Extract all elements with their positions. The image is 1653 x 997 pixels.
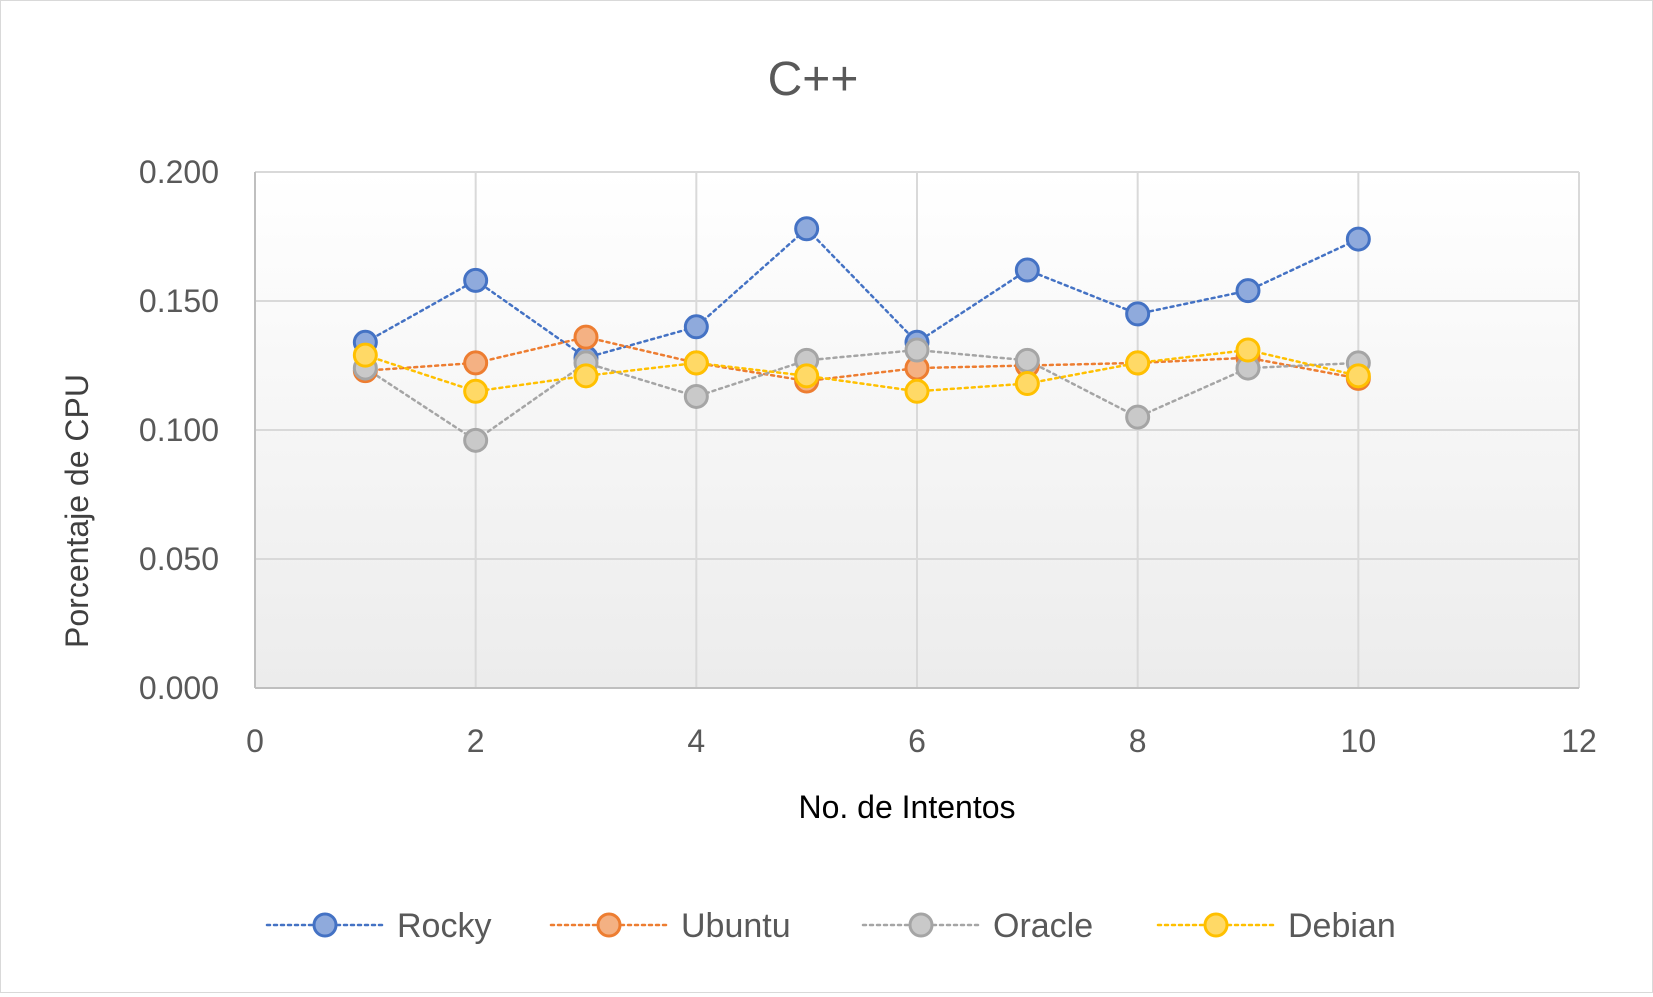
data-point-debian: [573, 363, 599, 389]
data-point-debian: [1014, 371, 1040, 397]
x-axis-label: No. de Intentos: [798, 789, 1015, 825]
data-point-debian: [1125, 350, 1151, 376]
legend-label: Oracle: [993, 907, 1093, 945]
y-tick-label: 0.100: [139, 412, 219, 448]
data-point-ubuntu: [573, 324, 599, 350]
data-point-oracle: [683, 383, 709, 409]
data-point-rocky: [794, 216, 820, 242]
data-point-ubuntu: [463, 350, 489, 376]
data-point-debian: [794, 363, 820, 389]
data-point-rocky: [1235, 278, 1261, 304]
data-point-debian: [904, 378, 930, 404]
x-tick-label: 10: [1341, 723, 1377, 759]
legend-marker: [596, 912, 622, 938]
series: [352, 216, 1371, 453]
series-line-ubuntu: [364, 335, 1360, 383]
x-tick-label: 6: [908, 723, 926, 759]
data-point-rocky: [1125, 301, 1151, 327]
data-point-debian: [1345, 363, 1371, 389]
data-point-oracle: [904, 337, 930, 363]
legend-marker: [312, 912, 338, 938]
x-tick-label: 4: [687, 723, 705, 759]
legend-label: Debian: [1288, 907, 1396, 945]
x-tick-label: 12: [1561, 723, 1597, 759]
chart-title: C++: [768, 53, 859, 106]
series-line-rocky: [364, 227, 1360, 360]
y-axis-label: Porcentaje de CPU: [59, 374, 95, 648]
legend: Rocky Ubuntu Oracle Debian: [265, 907, 1396, 945]
legend-marker: [1203, 912, 1229, 938]
x-tick-label: 2: [467, 723, 485, 759]
x-tick-label: 0: [246, 723, 264, 759]
data-point-rocky: [683, 314, 709, 340]
legend-label: Ubuntu: [681, 907, 791, 945]
data-point-oracle: [1125, 404, 1151, 430]
y-tick-label: 0.150: [139, 283, 219, 319]
data-point-rocky: [1345, 226, 1371, 252]
data-point-debian: [352, 342, 378, 368]
series-line-debian: [364, 348, 1360, 393]
data-point-debian: [463, 378, 489, 404]
data-point-rocky: [463, 267, 489, 293]
y-tick-label: 0.000: [139, 670, 219, 706]
legend-marker: [908, 912, 934, 938]
x-tick-label: 8: [1129, 723, 1147, 759]
series-line-oracle: [364, 348, 1360, 442]
data-point-oracle: [463, 427, 489, 453]
data-point-oracle: [1014, 347, 1040, 373]
legend-label: Rocky: [397, 907, 491, 945]
data-point-rocky: [1014, 257, 1040, 283]
data-point-debian: [1235, 337, 1261, 363]
axes: 0.000 0.050 0.100 0.150 0.200 0 2 4 6 8 10 12: [139, 154, 1597, 759]
data-point-debian: [683, 350, 709, 376]
y-tick-label: 0.200: [139, 154, 219, 190]
y-tick-label: 0.050: [139, 541, 219, 577]
